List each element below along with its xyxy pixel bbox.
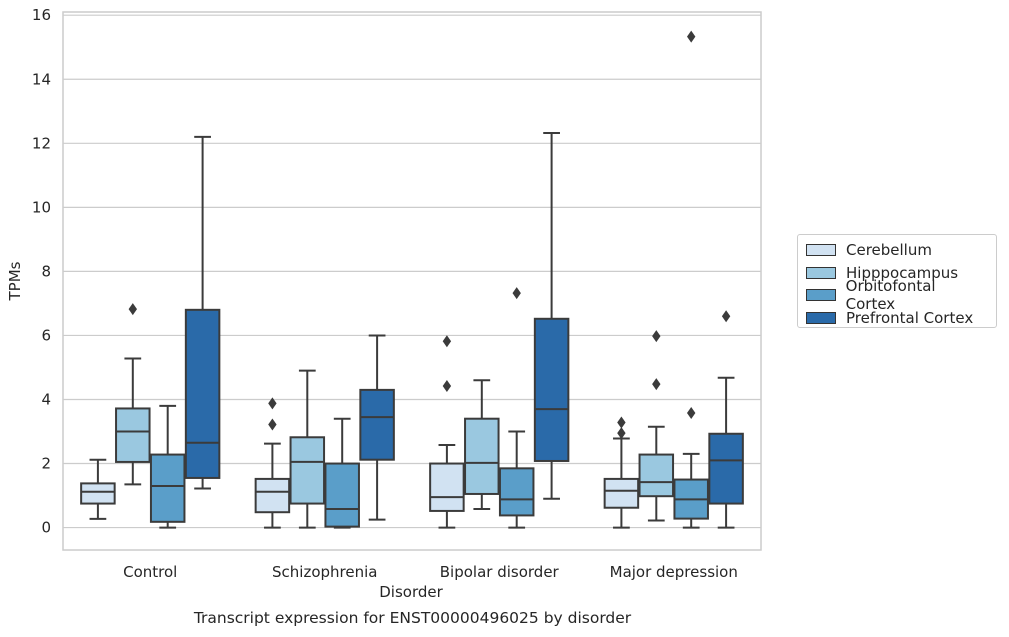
y-tick-label: 16 [32,6,51,24]
outlier-point [687,30,696,43]
box [80,482,116,505]
outlier-point [268,397,277,410]
box [324,462,360,528]
legend-swatch [806,266,836,279]
box [429,462,465,512]
y-tick-label: 10 [32,198,51,216]
legend-item: Prefrontal Cortex [806,307,988,330]
outlier-point [442,380,452,393]
legend: Cerebellum Hipppocampus Orbitofontal Corte… [797,234,997,328]
y-tick-label: 4 [41,390,51,408]
legend-item: Hipppocampus [806,262,988,285]
x-tick-label: Major depression [610,563,738,581]
box [359,388,395,461]
outlier-point [268,418,277,431]
outlier-point [512,287,521,300]
outlier-point [652,330,661,343]
box [254,477,291,514]
x-axis-title: Disorder [379,583,443,601]
box [289,436,326,505]
x-tick-label: Bipolar disorder [440,563,560,581]
y-ticks: 0 2 4 6 8 10 12 14 16 [32,6,51,536]
y-tick-label: 8 [41,262,51,280]
x-tick-label: Schizophrenia [272,563,377,581]
y-tick-label: 12 [32,134,51,152]
y-axis-title: TPMs [6,261,24,301]
plot-frame [62,11,762,551]
y-tick-label: 6 [41,326,51,344]
box [638,453,675,498]
outlier-point [617,427,626,440]
boxes [80,30,744,529]
outlier-point [652,378,661,391]
y-tick-label: 2 [41,455,51,473]
legend-swatch [806,289,836,302]
y-tick-label: 0 [41,519,51,537]
box [149,453,186,523]
box [603,477,640,509]
x-ticks: Control Schizophrenia Bipolar disorder Majo… [123,563,738,581]
box [498,467,535,517]
outlier-point [442,335,452,348]
outlier-point [128,303,137,316]
box [464,417,500,495]
legend-label: Prefrontal Cortex [846,308,974,327]
x-tick-label: Control [123,563,177,581]
legend-label: Hipppocampus [846,263,959,282]
box [115,407,151,463]
legend-item: Orbitofontal Cortex [806,277,988,313]
legend-swatch [806,311,836,324]
legend-swatch [806,244,836,257]
box [184,308,221,479]
legend-item: Cerebellum [806,239,988,262]
box [708,432,744,505]
outlier-point [721,310,731,323]
outlier-point [687,406,696,419]
legend-label: Orbitofontal Cortex [845,277,936,314]
legend-label: Cerebellum [846,241,932,260]
y-tick-label: 14 [32,70,51,88]
box [533,317,570,462]
chart-caption: Transcript expression for ENST0000049602… [193,609,632,627]
outlier-point [617,416,626,429]
